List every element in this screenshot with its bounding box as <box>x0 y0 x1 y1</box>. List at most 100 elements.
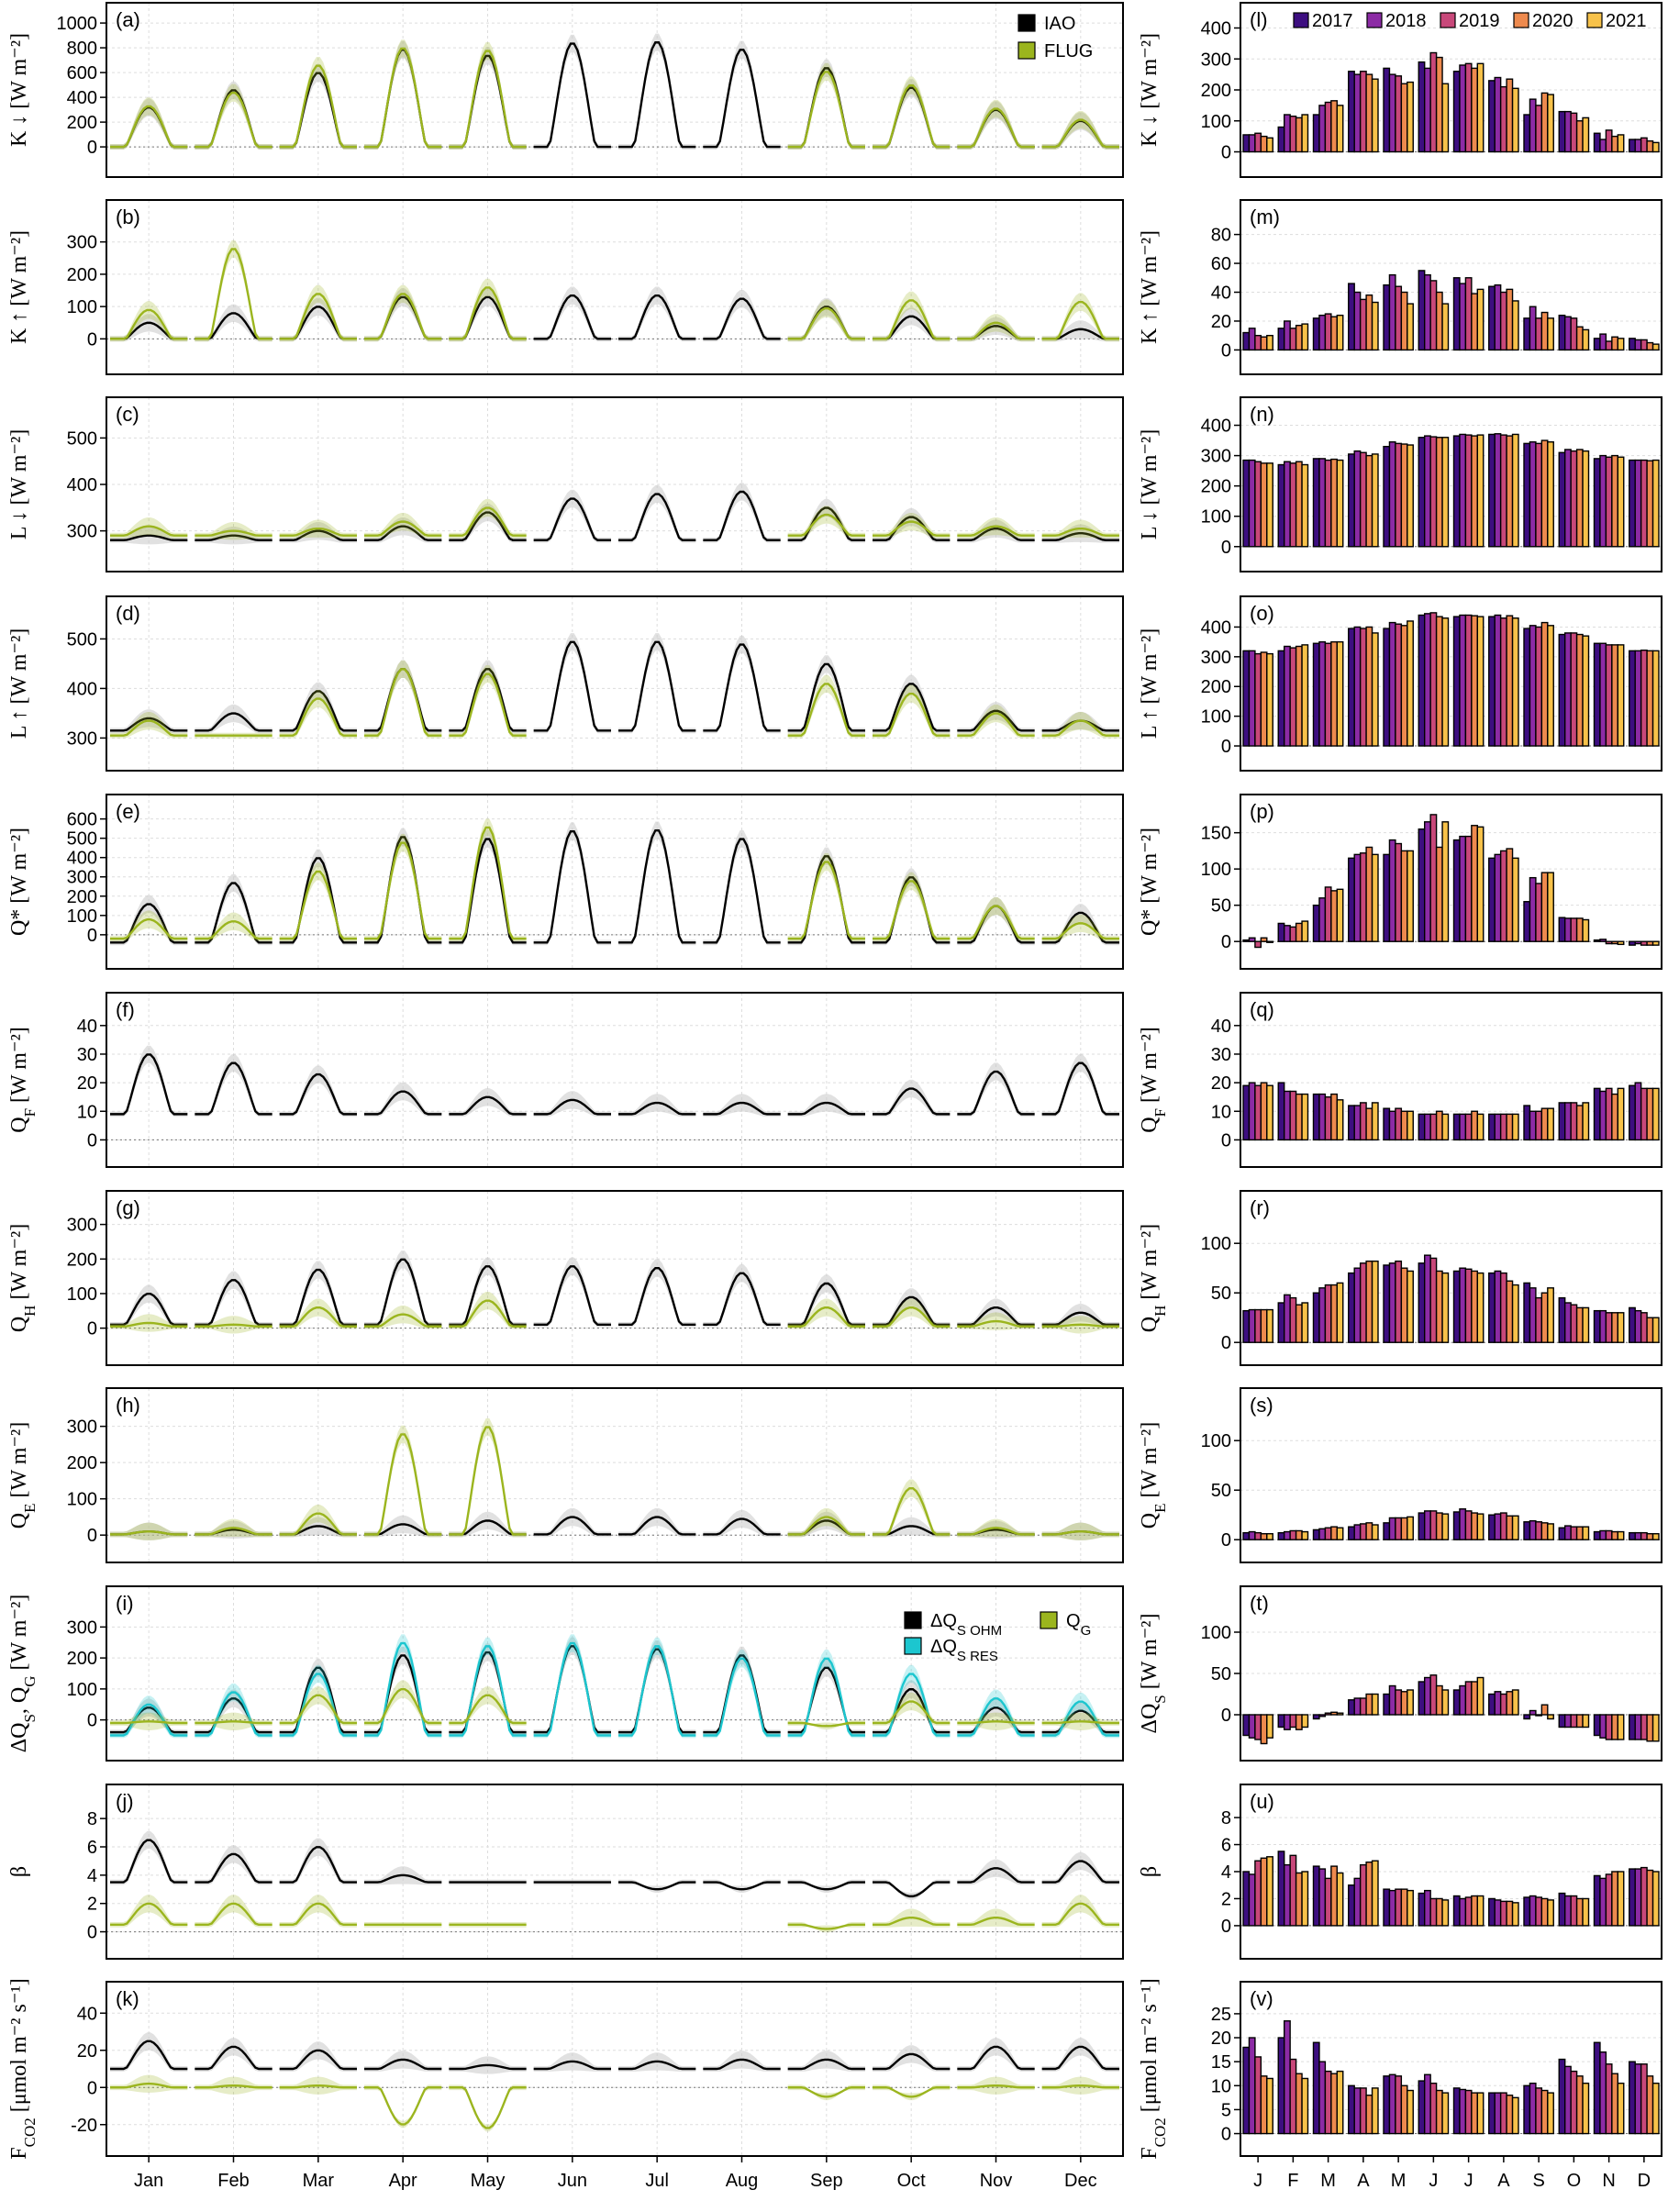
bar-2020-j5 <box>1435 437 1443 548</box>
bar-2018-j0 <box>1248 1714 1256 1739</box>
bar-2018-m2 <box>1318 1093 1327 1141</box>
bar-2019-m4 <box>1395 285 1403 351</box>
bar-2021-a3 <box>1371 453 1379 548</box>
bar-2019-m4 <box>1395 1107 1403 1141</box>
bar-2019-m4 <box>1395 1888 1403 1927</box>
series-iao-apr <box>364 1090 442 1116</box>
bar-2018-a7 <box>1494 1691 1502 1716</box>
bar-2017-s8 <box>1523 114 1531 153</box>
bar-2021-j0 <box>1266 1533 1273 1540</box>
series--q-s-ohm-nov <box>957 1706 1035 1734</box>
panel-frame <box>1240 1387 1662 1563</box>
bar-2019-o9 <box>1570 632 1578 747</box>
bar-2021-n10 <box>1617 1087 1625 1141</box>
bar-2019-j5 <box>1429 2082 1438 2135</box>
bar-2017-j5 <box>1418 1512 1426 1540</box>
y-tick-label: 20 <box>1211 1073 1231 1094</box>
y-axis-label: FCO2 [μmol m⁻² s⁻¹] <box>1138 1978 1169 2159</box>
series--q-s-res-jul <box>618 1645 696 1737</box>
y-tick-label: 50 <box>1211 1284 1231 1304</box>
bar-2020-n10 <box>1611 1871 1618 1927</box>
series-iao-oct <box>873 876 951 944</box>
bar-2018-f1 <box>1283 1714 1291 1730</box>
bar-2017-j6 <box>1452 1113 1461 1141</box>
x-tick-label: M <box>1391 2171 1407 2191</box>
bar-2021-o9 <box>1582 1526 1590 1540</box>
series-iao-dec <box>1041 1860 1119 1884</box>
y-tick-label: 300 <box>67 868 97 888</box>
bar-2020-j5 <box>1435 2089 1443 2135</box>
y-tick-label: 80 <box>1211 226 1231 246</box>
bar-2019-j6 <box>1464 277 1473 351</box>
bar-2017-s8 <box>1523 1105 1531 1141</box>
bar-2020-m4 <box>1400 1888 1408 1927</box>
bar-2021-j5 <box>1441 1272 1450 1343</box>
legend-swatch <box>904 1611 922 1629</box>
bar-2021-j6 <box>1476 434 1485 548</box>
y-tick-label: 600 <box>67 63 97 83</box>
y-tick-label: 10 <box>1211 2076 1231 2096</box>
bar-2019-j0 <box>1254 1531 1262 1540</box>
legend-label-2019: 2019 <box>1459 11 1500 31</box>
bar-2018-j5 <box>1423 821 1431 942</box>
bar-2021-s8 <box>1547 1287 1554 1343</box>
series-flug-jan <box>110 105 188 149</box>
legend-label-2017: 2017 <box>1312 11 1353 31</box>
bar-2017-m4 <box>1383 283 1391 351</box>
bar-2021-m4 <box>1407 1516 1414 1540</box>
y-axis-label: K ↑ [W m⁻²] <box>7 230 31 344</box>
bar-2020-f1 <box>1295 324 1303 351</box>
panel-frame <box>106 1585 1124 1762</box>
bar-2017-j0 <box>1242 2046 1251 2135</box>
bar-2020-m4 <box>1400 83 1408 153</box>
bar-2018-n10 <box>1599 333 1607 351</box>
series-flug-feb <box>195 1323 272 1328</box>
bar-2020-o9 <box>1575 1105 1584 1141</box>
series-flug-sep <box>787 2086 865 2098</box>
bar-2020-d11 <box>1646 1869 1654 1927</box>
bar-2018-n10 <box>1599 1529 1607 1540</box>
x-tick-label: J <box>1253 2171 1262 2191</box>
bar-2021-d11 <box>1651 1533 1660 1540</box>
y-tick-label: 100 <box>1201 1431 1231 1451</box>
bar-2018-s8 <box>1529 1519 1537 1540</box>
bar-2018-j6 <box>1459 64 1467 153</box>
bar-2018-s8 <box>1529 98 1537 153</box>
bar-2018-j5 <box>1423 2073 1431 2135</box>
legend-label-2018: 2018 <box>1385 11 1427 31</box>
y-tick-label: 200 <box>67 1649 97 1669</box>
series-flug-feb <box>195 2084 272 2089</box>
bar-2020-d11 <box>1646 341 1654 351</box>
bar-2020-j6 <box>1471 615 1478 747</box>
y-tick-label: 1000 <box>57 14 98 34</box>
bar-2018-o9 <box>1563 316 1572 351</box>
bar-2021-m2 <box>1336 1099 1344 1141</box>
y-tick-label: 200 <box>67 887 97 907</box>
bar-2020-s8 <box>1540 1292 1549 1343</box>
series-iao-sep <box>787 662 865 732</box>
bar-2021-o9 <box>1582 1102 1590 1141</box>
bar-2018-f1 <box>1283 1090 1291 1141</box>
bar-2021-a7 <box>1511 87 1519 153</box>
series-iao-jun <box>533 1098 611 1116</box>
bar-2019-m2 <box>1324 1095 1332 1141</box>
bar-2021-n10 <box>1617 456 1625 548</box>
bar-2021-d11 <box>1651 459 1660 548</box>
series-flug-apr <box>364 841 442 940</box>
series-flug-may <box>449 1299 527 1328</box>
y-tick-label: 400 <box>67 849 97 869</box>
bar-2021-f1 <box>1301 1093 1309 1141</box>
series-iao-jul <box>618 294 696 340</box>
bar-2017-a7 <box>1488 1272 1496 1343</box>
series-flug-jan <box>110 525 188 537</box>
bar-2017-m4 <box>1383 1693 1391 1716</box>
bar-2021-a7 <box>1511 1113 1519 1141</box>
bar-2018-m4 <box>1388 1889 1396 1927</box>
panel-frame <box>106 1784 1124 1960</box>
bar-2021-o9 <box>1582 918 1590 942</box>
bar-2020-s8 <box>1540 92 1549 153</box>
series-iao-mar <box>279 1073 357 1116</box>
band-flug <box>787 299 865 342</box>
bar-2020-j0 <box>1260 651 1268 747</box>
